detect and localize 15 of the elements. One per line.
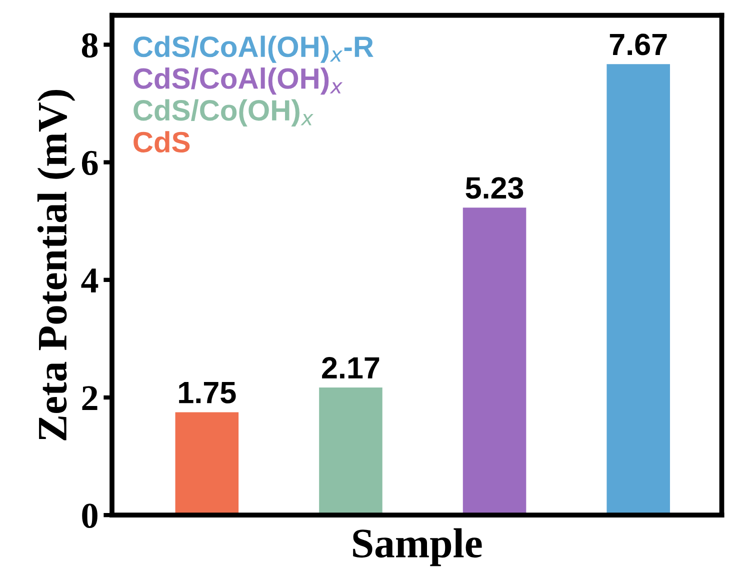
x-axis-title: Sample bbox=[353, 528, 482, 566]
text: CdS bbox=[134, 131, 190, 153]
y-tick-label: 4 bbox=[81, 268, 98, 292]
y-tick-label: 6 bbox=[82, 150, 98, 176]
y-tick-label: 8 bbox=[82, 33, 98, 58]
text: CdS/CoAl(OH)$_{x}$ bbox=[134, 67, 343, 95]
text: CdS/Co(OH)$_{x}$ bbox=[134, 99, 314, 126]
data-label: 5.23 bbox=[466, 177, 524, 199]
data-label: 2.17 bbox=[322, 357, 380, 378]
y-tick-label: 2 bbox=[82, 386, 98, 410]
data-label: 7.67 bbox=[610, 34, 667, 56]
text: CdS/CoAl(OH)$_{x}$-R bbox=[134, 36, 374, 63]
y-tick-label: 0 bbox=[82, 504, 98, 528]
y-axis-title: Zeta Potential (mV) bbox=[37, 90, 76, 440]
data-label: 1.75 bbox=[179, 382, 236, 404]
